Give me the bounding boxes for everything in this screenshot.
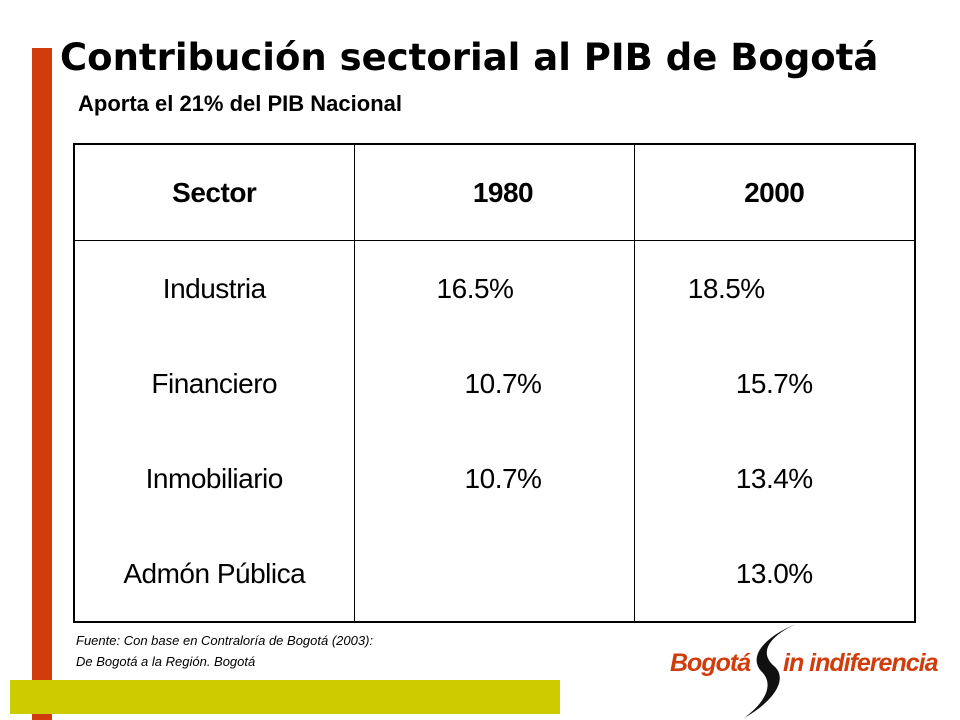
logo-text-right: in indiferencia <box>783 649 938 677</box>
column-header-sector: Sector <box>74 144 355 241</box>
bottom-accent-bar <box>10 680 560 714</box>
page-title: Contribución sectorial al PIB de Bogotá <box>60 36 879 79</box>
cell-sector: Industria <box>74 240 355 336</box>
cell-1980: 10.7% <box>354 336 635 431</box>
cell-sector: Inmobiliario <box>74 431 355 526</box>
logo-text-left: Bogotá <box>670 649 751 677</box>
cell-sector: Admón Pública <box>74 526 355 622</box>
table-row: Industria 16.5% 18.5% <box>74 240 916 336</box>
column-header-1980: 1980 <box>354 144 635 241</box>
cell-1980: 16.5% <box>354 240 635 336</box>
cell-sector: Financiero <box>74 336 355 431</box>
source-note: Fuente: Con base en Contraloría de Bogot… <box>76 630 373 672</box>
cell-2000: 15.7% <box>634 336 916 431</box>
page-subtitle: Aporta el 21% del PIB Nacional <box>78 91 402 116</box>
cell-2000: 18.5% <box>634 240 916 336</box>
cell-1980: 10.7% <box>354 431 635 526</box>
gdp-table: Sector 1980 2000 Industria 16.5% 18.5% F… <box>73 143 916 623</box>
table-row: Inmobiliario 10.7% 13.4% <box>74 431 916 526</box>
cell-2000: 13.0% <box>634 526 916 622</box>
s-swoosh-icon <box>744 624 796 718</box>
cell-1980 <box>354 526 635 622</box>
column-header-2000: 2000 <box>634 144 916 241</box>
left-accent-bar <box>32 48 52 720</box>
bogota-logo: Bogotá in indiferencia <box>670 622 942 720</box>
table-header-row: Sector 1980 2000 <box>74 144 916 241</box>
table-row: Financiero 10.7% 15.7% <box>74 336 916 431</box>
source-line: Fuente: Con base en Contraloría de Bogot… <box>76 633 374 648</box>
source-line: De Bogotá a la Región. Bogotá <box>76 654 256 669</box>
table-row: Admón Pública 13.0% <box>74 526 916 622</box>
cell-2000: 13.4% <box>634 431 916 526</box>
